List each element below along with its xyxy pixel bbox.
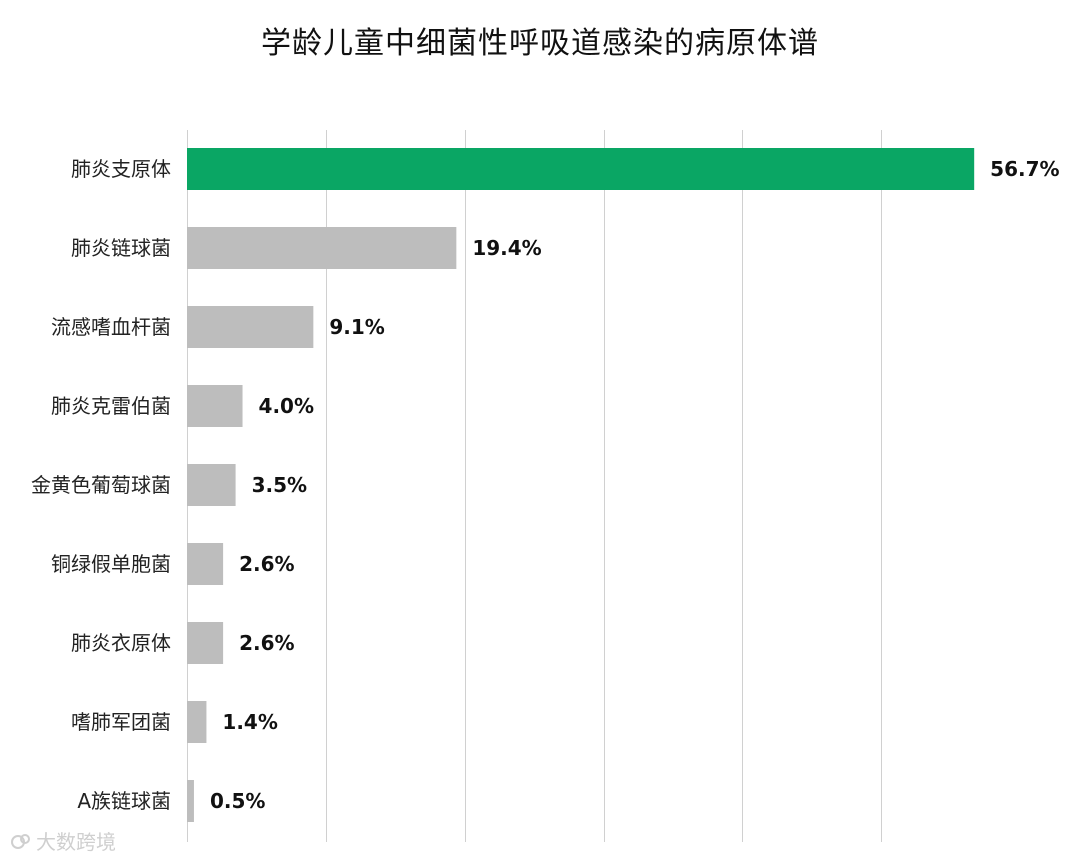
category-label: 流感嗜血杆菌	[51, 315, 171, 339]
category-label: A族链球菌	[77, 789, 171, 813]
bar	[187, 385, 243, 427]
bar	[187, 148, 975, 190]
bar	[187, 306, 314, 348]
bar	[187, 701, 207, 743]
value-label: 0.5%	[210, 789, 265, 813]
chart-title: 学龄儿童中细菌性呼吸道感染的病原体谱	[261, 26, 819, 61]
bar	[187, 622, 224, 664]
bar	[187, 464, 236, 506]
category-label: 金黄色葡萄球菌	[31, 473, 171, 497]
value-label: 4.0%	[259, 394, 314, 418]
bar	[187, 227, 457, 269]
category-label: 肺炎衣原体	[71, 631, 171, 655]
watermark-text: 大数跨境	[36, 830, 116, 854]
value-label: 3.5%	[252, 473, 307, 497]
watermark: 大数跨境	[10, 826, 116, 855]
category-label: 肺炎支原体	[71, 157, 171, 181]
value-label: 19.4%	[472, 236, 541, 260]
value-label: 9.1%	[329, 315, 384, 339]
bar	[187, 543, 224, 585]
category-label: 铜绿假单胞菌	[51, 552, 171, 576]
bar-layer	[187, 148, 975, 822]
value-label: 56.7%	[990, 157, 1059, 181]
logo-icon	[11, 833, 30, 849]
category-label: 肺炎克雷伯菌	[51, 394, 171, 418]
category-label: 肺炎链球菌	[71, 236, 171, 260]
value-label: 2.6%	[239, 631, 294, 655]
category-label: 嗜肺军团菌	[71, 710, 171, 734]
value-label: 1.4%	[222, 710, 277, 734]
label-layer: 肺炎支原体 56.7% 肺炎链球菌 19.4% 流感嗜血杆菌 9.1% 肺炎克雷伯菌 4.0%…	[31, 157, 1060, 813]
value-label: 2.6%	[239, 552, 294, 576]
bar	[187, 780, 194, 822]
